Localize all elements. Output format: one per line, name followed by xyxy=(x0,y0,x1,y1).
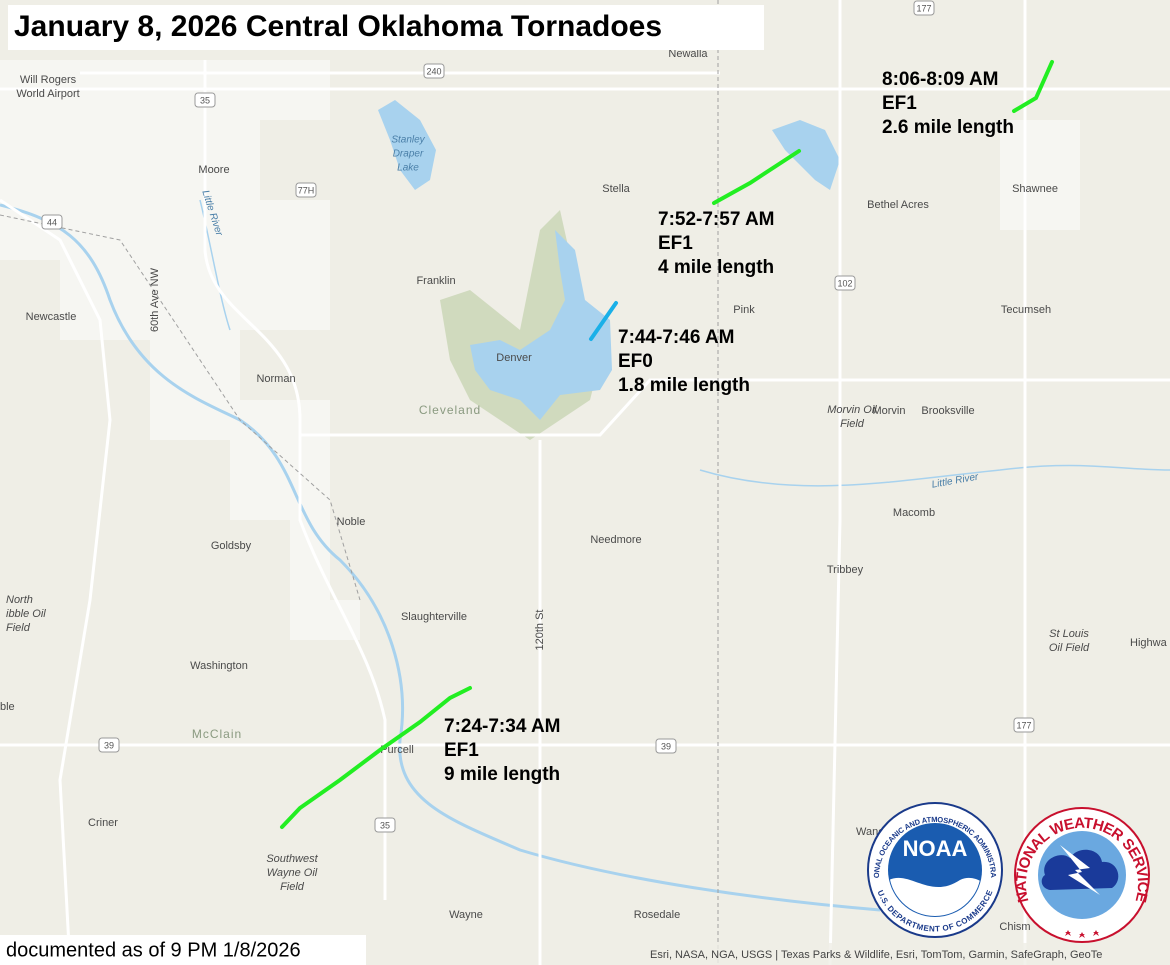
lakes xyxy=(378,100,840,420)
place-label: Stella xyxy=(602,183,630,195)
place-label: Highwa xyxy=(1130,637,1168,649)
title-box xyxy=(8,5,764,50)
place-label: Pink xyxy=(733,304,755,316)
place-label: Draper xyxy=(393,149,424,160)
place-label: Field xyxy=(840,418,865,430)
footer: documented as of 9 PM 1/8/2026 xyxy=(6,939,301,961)
road-shields: 35 240 177 77H 44 102 39 39 35 177 xyxy=(41,0,1035,833)
place-label: ibble Oil xyxy=(6,608,46,620)
road-shield xyxy=(194,92,216,108)
tornado-length: 1.8 mile length xyxy=(618,375,750,396)
road-shield xyxy=(374,817,396,833)
road-shield-label: 39 xyxy=(104,740,114,750)
place-label: Wayne xyxy=(449,909,483,921)
tornado-rating: EF0 xyxy=(618,351,653,372)
place-label: Field xyxy=(280,881,305,893)
place-label: Tribbey xyxy=(827,564,864,576)
place-label: Needmore xyxy=(590,534,641,546)
place-label: Noble xyxy=(337,516,366,528)
place-label: Criner xyxy=(88,817,118,829)
place-label: Oil Field xyxy=(1049,642,1090,654)
tornado-time: 7:24-7:34 AM xyxy=(444,716,561,737)
place-label: Southwest xyxy=(266,853,318,865)
road-shield xyxy=(913,0,935,16)
place-label: Stanley xyxy=(391,135,425,146)
place-label: Chism xyxy=(999,921,1030,933)
noaa-wordmark: NOAA xyxy=(903,836,968,861)
tornado-time: 7:44-7:46 AM xyxy=(618,327,735,348)
place-label: Lake xyxy=(397,163,419,174)
place-label: Franklin xyxy=(416,275,455,287)
place-label: Slaughterville xyxy=(401,611,467,623)
attribution-box xyxy=(640,943,1170,965)
place-label: Morvin Oil xyxy=(827,404,877,416)
place-label: Tecumseh xyxy=(1001,304,1051,316)
road-shield-label: 177 xyxy=(1016,720,1031,730)
road-shield-label: 44 xyxy=(47,217,57,227)
place-label: Cleveland xyxy=(419,403,481,417)
road-shield-label: 102 xyxy=(837,278,852,288)
county-line xyxy=(0,214,361,601)
road-shield xyxy=(98,737,120,753)
tornado-tracks: 7:24-7:34 AM EF1 9 mile length 7:44-7:46 AM… xyxy=(280,60,1054,829)
place-label: Macomb xyxy=(893,507,935,519)
road-shield xyxy=(423,63,445,79)
place-label: Washington xyxy=(190,660,248,672)
road-shield-label: 240 xyxy=(426,66,441,76)
place-label: Purcell xyxy=(380,744,414,756)
place-label: St Louis xyxy=(1049,628,1089,640)
place-label: 120th St xyxy=(534,610,546,651)
place-label: Denver xyxy=(496,352,532,364)
footer-box xyxy=(0,935,366,965)
tornado-track xyxy=(280,686,472,829)
tornado-length: 9 mile length xyxy=(444,764,560,785)
place-label: Will Rogers xyxy=(20,74,77,86)
place-label: Goldsby xyxy=(211,540,252,552)
place-label: Field xyxy=(6,622,31,634)
place-label: Rosedale xyxy=(634,909,680,921)
place-label: Moore xyxy=(198,164,229,176)
place-label: Newalla xyxy=(668,48,708,60)
place-labels: Will Rogers World Airport Newalla Moore Stan… xyxy=(0,48,1168,933)
place-label: McClain xyxy=(192,727,242,741)
title: January 8, 2026 Central Oklahoma Tornado… xyxy=(14,10,662,43)
tornado-length: 2.6 mile length xyxy=(882,117,1014,138)
tornado-time: 7:52-7:57 AM xyxy=(658,209,775,230)
road-shield-label: 177 xyxy=(916,3,931,13)
place-label: Norman xyxy=(256,373,295,385)
place-label: ble xyxy=(0,701,15,713)
tornado-track xyxy=(589,301,618,341)
tornado-time: 8:06-8:09 AM xyxy=(882,69,999,90)
tornado-rating: EF1 xyxy=(882,93,917,114)
road-shield xyxy=(834,275,856,291)
tornado-track xyxy=(1012,60,1054,113)
place-label: Bethel Acres xyxy=(867,199,929,211)
tornado-track xyxy=(712,149,801,205)
place-label: Newcastle xyxy=(26,311,77,323)
road-shield-label: 35 xyxy=(380,820,390,830)
road-shield xyxy=(41,214,63,230)
nws-logo: NATIONAL WEATHER SERVICE xyxy=(1013,807,1151,943)
road-shield xyxy=(1013,717,1035,733)
tornado-rating: EF1 xyxy=(444,740,479,761)
place-label: Morvin xyxy=(872,405,905,417)
road-shield xyxy=(295,182,317,198)
place-label: Wayne Oil xyxy=(267,867,318,879)
rivers xyxy=(0,199,1170,912)
tornado-rating: EF1 xyxy=(658,233,693,254)
road-shield-label: 35 xyxy=(200,95,210,105)
place-label: World Airport xyxy=(16,88,79,100)
place-label: North xyxy=(6,594,33,606)
place-label: 60th Ave NW xyxy=(149,267,161,332)
place-label: Brooksville xyxy=(921,405,974,417)
place-label: Shawnee xyxy=(1012,183,1058,195)
road-shield-label: 77H xyxy=(298,185,315,195)
attribution: Esri, NASA, NGA, USGS | Texas Parks & Wi… xyxy=(650,949,1102,961)
road-shield-label: 39 xyxy=(661,741,671,751)
road-shield xyxy=(655,738,677,754)
tornado-length: 4 mile length xyxy=(658,257,774,278)
